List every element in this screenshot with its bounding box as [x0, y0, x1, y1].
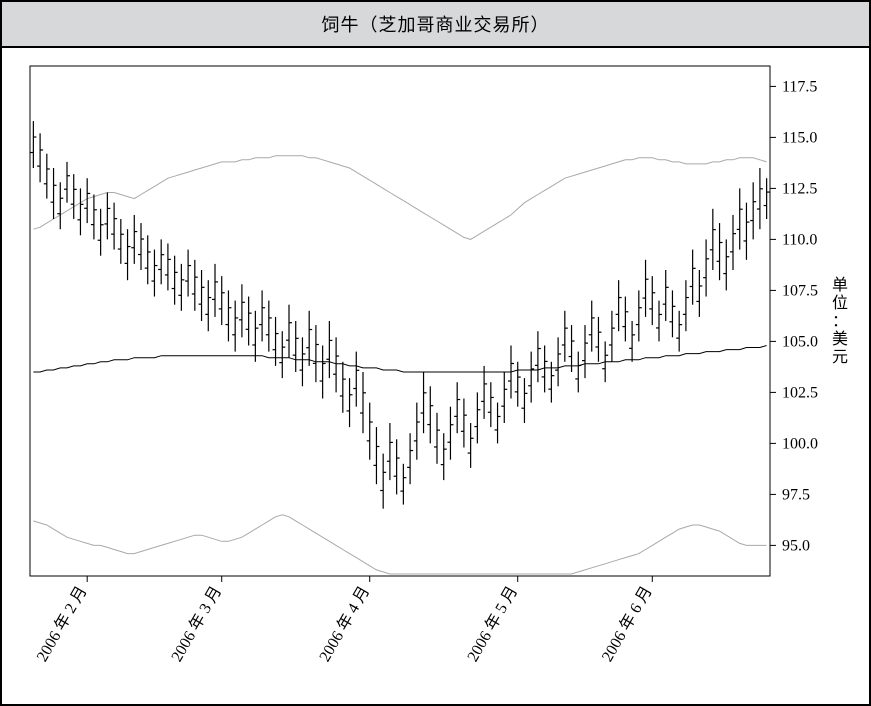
chart-svg: 95.0 97.5 100.0 102.5 105.0 107.5 110.0 112.5 11… — [2, 48, 869, 704]
y-tick-label: 100.0 — [782, 435, 818, 452]
y-tick-label: 97.5 — [782, 486, 810, 503]
svg-text:单: 单 — [832, 276, 848, 294]
svg-text:元: 元 — [832, 349, 848, 366]
y-tick-label: 110.0 — [782, 231, 817, 248]
y-tick-label: 115.0 — [782, 129, 817, 146]
svg-text:：: ： — [832, 313, 848, 330]
y-tick-label: 105.0 — [782, 333, 818, 350]
title-bar: 饲牛（芝加哥商业交易所） — [2, 2, 869, 48]
x-tick-label: 2006 年 2 月 — [33, 583, 91, 665]
chart-frame: 饲牛（芝加哥商业交易所） 95.0 97.5 100.0 102.5 105.0 107.… — [0, 0, 871, 706]
svg-text:位: 位 — [832, 294, 848, 312]
y-tick-label: 117.5 — [782, 78, 817, 95]
x-tick-label: 2006 年 6 月 — [598, 583, 656, 665]
chart-area: 95.0 97.5 100.0 102.5 105.0 107.5 110.0 112.5 11… — [2, 48, 869, 704]
y-axis-label: 单位：美元 — [832, 276, 848, 366]
x-tick-label: 2006 年 4 月 — [316, 583, 374, 665]
y-tick-label: 95.0 — [782, 537, 810, 554]
y-tick-label: 107.5 — [782, 282, 818, 299]
chart-title: 饲牛（芝加哥商业交易所） — [322, 11, 550, 37]
y-tick-label: 102.5 — [782, 384, 818, 401]
svg-text:美: 美 — [832, 330, 848, 348]
x-tick-label: 2006 年 5 月 — [464, 583, 522, 665]
x-tick-label: 2006 年 3 月 — [168, 583, 226, 665]
y-tick-label: 112.5 — [782, 180, 817, 197]
